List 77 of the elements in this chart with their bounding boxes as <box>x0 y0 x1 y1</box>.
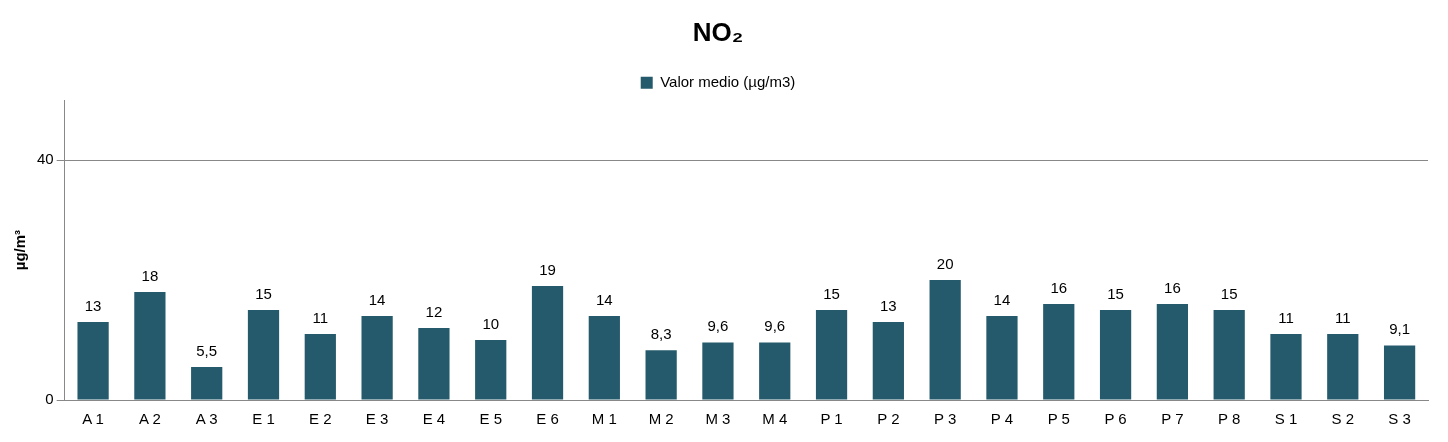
bar <box>1043 304 1075 400</box>
bar <box>1213 310 1245 400</box>
chart-title: NO₂ <box>692 16 744 47</box>
bar <box>645 350 677 400</box>
x-tick-label: A 3 <box>195 410 218 428</box>
x-tick-label: P 3 <box>934 410 957 428</box>
data-label: 15 <box>255 284 272 302</box>
x-tick-label: M 4 <box>762 410 788 428</box>
x-tick-label: P 2 <box>877 410 900 428</box>
x-tick-label: A 2 <box>139 410 161 428</box>
bar <box>588 316 620 400</box>
data-label: 9,6 <box>707 317 729 335</box>
bar <box>986 316 1018 400</box>
data-label: 8,3 <box>650 324 672 342</box>
x-tick-label: E 5 <box>479 410 502 428</box>
data-label: 18 <box>141 266 159 284</box>
x-tick-label: S 1 <box>1274 410 1298 428</box>
data-label: 11 <box>1335 308 1351 326</box>
data-label: 15 <box>823 284 840 302</box>
data-label: 14 <box>368 290 386 308</box>
bar <box>531 286 564 400</box>
x-tick-label: E 3 <box>365 410 389 428</box>
bar <box>304 334 336 400</box>
y-tick-label: 40 <box>37 150 54 168</box>
legend-label: Valor medio (µg/m3) <box>660 72 796 90</box>
data-label: 19 <box>539 260 556 278</box>
bar <box>1099 310 1132 400</box>
data-label: 14 <box>595 290 613 308</box>
bar <box>361 316 393 400</box>
x-tick-label: P 5 <box>1047 410 1070 428</box>
data-label: 13 <box>84 296 102 314</box>
bar <box>872 322 904 400</box>
bar <box>759 342 791 400</box>
data-label: 13 <box>880 296 897 314</box>
bar <box>815 310 848 400</box>
x-tick-label: P 4 <box>990 410 1014 428</box>
data-label: 11 <box>312 308 329 326</box>
bar <box>77 322 109 400</box>
data-label: 14 <box>993 290 1011 308</box>
x-tick-label: E 4 <box>422 410 446 428</box>
x-tick-label: P 8 <box>1218 410 1241 428</box>
bar <box>1383 345 1416 400</box>
bar <box>247 310 280 400</box>
data-label: 15 <box>1220 284 1238 302</box>
x-tick-label: E 6 <box>536 410 559 428</box>
x-tick-label: P 1 <box>820 410 843 428</box>
bar <box>702 342 734 400</box>
x-tick-label: M 3 <box>705 410 731 428</box>
bar <box>1156 304 1188 400</box>
data-label: 20 <box>936 254 954 272</box>
x-tick-label: E 2 <box>309 410 332 428</box>
y-axis-title: µg/m³ <box>11 229 29 271</box>
x-tick-label: S 3 <box>1388 410 1411 428</box>
data-label: 12 <box>425 302 443 320</box>
data-label: 9,1 <box>1389 320 1411 338</box>
bar <box>1327 334 1359 400</box>
data-label: 10 <box>482 314 500 332</box>
data-label: 5,5 <box>196 341 218 359</box>
x-tick-label: S 2 <box>1331 410 1355 428</box>
bar <box>134 292 166 400</box>
data-label: 9,6 <box>764 317 786 335</box>
bar <box>475 340 507 400</box>
x-tick-label: M 2 <box>648 410 674 428</box>
x-tick-label: P 7 <box>1161 410 1184 428</box>
x-tick-label: A 1 <box>82 410 104 428</box>
data-label: 15 <box>1107 284 1124 302</box>
x-tick-label: M 1 <box>591 410 617 428</box>
bar <box>418 328 450 400</box>
bar <box>191 367 223 400</box>
data-label: 11 <box>1278 308 1294 326</box>
bar <box>1270 334 1302 400</box>
bar <box>929 280 961 400</box>
data-label: 16 <box>1164 278 1181 296</box>
x-tick-label: P 6 <box>1104 410 1127 428</box>
y-tick-label: 0 <box>45 390 54 408</box>
data-label: 16 <box>1050 278 1068 296</box>
x-tick-label: E 1 <box>252 410 275 428</box>
